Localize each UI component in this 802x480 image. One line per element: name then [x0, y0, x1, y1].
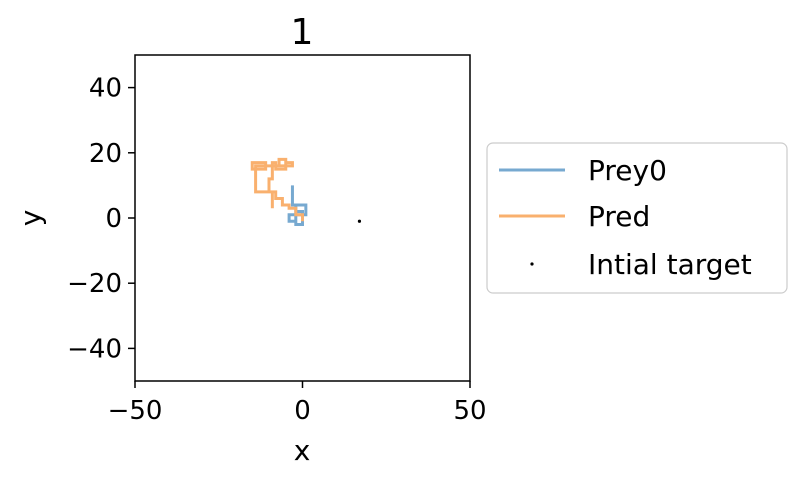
y-axis: −40 −20 0 20 40 [67, 74, 135, 364]
y-tick-label: −20 [67, 269, 122, 299]
legend-swatch-intial-target [530, 262, 534, 266]
y-tick-label: 0 [105, 204, 122, 234]
legend-label-intial-target: Intial target [588, 248, 752, 281]
x-tick-label: 0 [294, 396, 311, 426]
y-tick-label: −40 [67, 334, 122, 364]
y-tick-label: 20 [89, 139, 122, 169]
scatter-point-intial-target [357, 219, 362, 223]
y-axis-label: y [14, 210, 47, 227]
series-line-pred [250, 157, 304, 222]
x-axis-label: x [294, 434, 311, 467]
legend: Prey0 Pred Intial target [486, 142, 788, 294]
x-axis: −50 0 50 [108, 381, 487, 426]
chart-title: 1 [291, 12, 314, 53]
y-tick-label: 40 [89, 74, 122, 104]
x-tick-label: −50 [108, 396, 163, 426]
plot-series [250, 157, 362, 227]
legend-label-pred: Pred [588, 200, 650, 233]
legend-box [486, 142, 788, 294]
legend-label-prey0: Prey0 [588, 154, 667, 187]
series-line-prey0 [287, 185, 308, 227]
x-tick-label: 50 [453, 396, 486, 426]
